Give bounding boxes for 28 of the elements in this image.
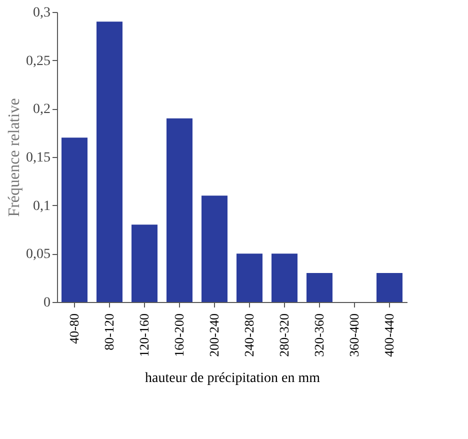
x-tick-label: 280-320 [276,314,292,357]
y-tick-label: 0,3 [33,6,50,20]
x-axis-title: hauteur de précipitation en mm [145,370,320,386]
bar [166,118,192,302]
bar [376,273,402,302]
bar [62,138,88,302]
bar [236,254,262,302]
x-tick-label: 40-80 [66,314,82,344]
y-axis-title: Fréquence relative [6,98,23,217]
x-tick-label: 320-360 [312,314,326,357]
bar [202,196,228,302]
y-tick-label: 0,15 [26,150,50,166]
bar [96,22,122,302]
x-tick-label: 80-120 [102,314,116,350]
x-tick-label: 200-240 [206,314,222,357]
x-tick-label: 240-280 [242,314,256,357]
y-tick-label: 0,1 [33,198,50,214]
bar [132,224,158,302]
y-tick-label: 0,05 [26,247,50,262]
y-tick-label: 0 [44,296,50,310]
y-tick-label: 0,25 [26,54,50,69]
bar [272,254,298,302]
bar [306,273,332,302]
x-tick-label: 400-440 [382,314,396,357]
x-tick-label: 360-400 [346,314,362,357]
y-tick-label: 0,2 [33,102,50,118]
x-tick-label: 120-160 [136,314,152,357]
x-tick-label: 160-200 [172,314,186,357]
